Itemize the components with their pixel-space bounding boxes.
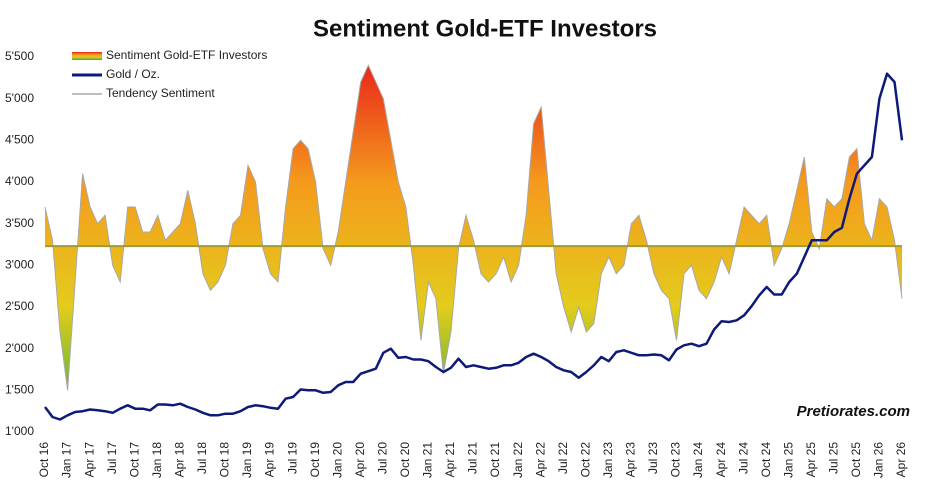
chart-title: Sentiment Gold-ETF Investors — [313, 15, 657, 42]
x-tick-label: Jan 21 — [421, 442, 435, 478]
x-tick-label: Jan 23 — [601, 442, 615, 478]
gold-line — [44, 72, 904, 421]
sentiment-area — [45, 65, 902, 391]
x-tick-label: Jan 17 — [60, 442, 74, 478]
x-tick-label: Oct 23 — [669, 442, 683, 478]
x-tick-label: Jul 20 — [375, 442, 389, 474]
x-tick-label: Jan 25 — [781, 442, 795, 478]
x-tick-label: Apr 21 — [443, 442, 457, 478]
x-tick-label: Oct 17 — [127, 442, 141, 478]
x-tick-label: Jul 25 — [827, 442, 841, 474]
x-tick-label: Apr 24 — [714, 442, 728, 478]
y-tick-label: 2'500 — [5, 299, 34, 313]
x-tick-label: Apr 19 — [263, 442, 277, 478]
legend-swatch — [72, 52, 102, 60]
x-tick-label: Oct 24 — [759, 442, 773, 478]
x-tick-label: Jan 20 — [330, 442, 344, 478]
x-tick-label: Jan 26 — [872, 442, 886, 478]
y-tick-label: 5'000 — [5, 91, 34, 105]
x-tick-label: Jul 19 — [285, 442, 299, 474]
x-tick-label: Oct 18 — [218, 442, 232, 478]
x-tick-label: Jul 23 — [646, 442, 660, 474]
x-tick-label: Jul 21 — [466, 442, 480, 474]
y-tick-label: 4'500 — [5, 133, 34, 147]
source: Pretiorates.com — [797, 403, 910, 420]
y-tick-label: 4'000 — [5, 174, 34, 188]
x-tick-label: Apr 25 — [804, 442, 818, 478]
legend-label: Gold / Oz. — [106, 67, 160, 81]
tendency-line — [44, 64, 903, 391]
x-tick-label: Jan 19 — [240, 442, 254, 478]
legend-label: Tendency Sentiment — [106, 86, 215, 100]
x-tick-label: Jan 18 — [150, 442, 164, 478]
y-tick-label: 1'000 — [5, 424, 34, 438]
x-tick-label: Oct 22 — [578, 442, 592, 478]
y-tick-label: 1'500 — [5, 383, 34, 397]
y-tick-label: 3'500 — [5, 216, 34, 230]
x-tick-label: Oct 25 — [849, 442, 863, 478]
x-tick-label: Jan 22 — [511, 442, 525, 478]
x-tick-label: Apr 20 — [353, 442, 367, 478]
x-tick-label: Apr 18 — [172, 442, 186, 478]
x-tick-label: Oct 19 — [308, 442, 322, 478]
x-tick-label: Jul 17 — [105, 442, 119, 474]
x-tick-label: Apr 26 — [894, 442, 908, 478]
x-tick-label: Jul 22 — [556, 442, 570, 474]
x-tick-label: Oct 16 — [37, 442, 51, 478]
x-tick-label: Jul 18 — [195, 442, 209, 474]
x-tick-label: Jul 24 — [736, 442, 750, 474]
x-tick-label: Oct 21 — [488, 442, 502, 478]
y-tick-label: 5'500 — [5, 49, 34, 63]
y-tick-label: 2'000 — [5, 341, 34, 355]
legend-label: Sentiment Gold-ETF Investors — [106, 48, 267, 62]
x-tick-label: Oct 20 — [398, 442, 412, 478]
x-tick-label: Apr 22 — [533, 442, 547, 478]
y-tick-label: 3'000 — [5, 258, 34, 272]
x-tick-label: Apr 17 — [82, 442, 96, 478]
x-tick-label: Apr 23 — [624, 442, 638, 478]
x-tick-label: Jan 24 — [691, 442, 705, 478]
